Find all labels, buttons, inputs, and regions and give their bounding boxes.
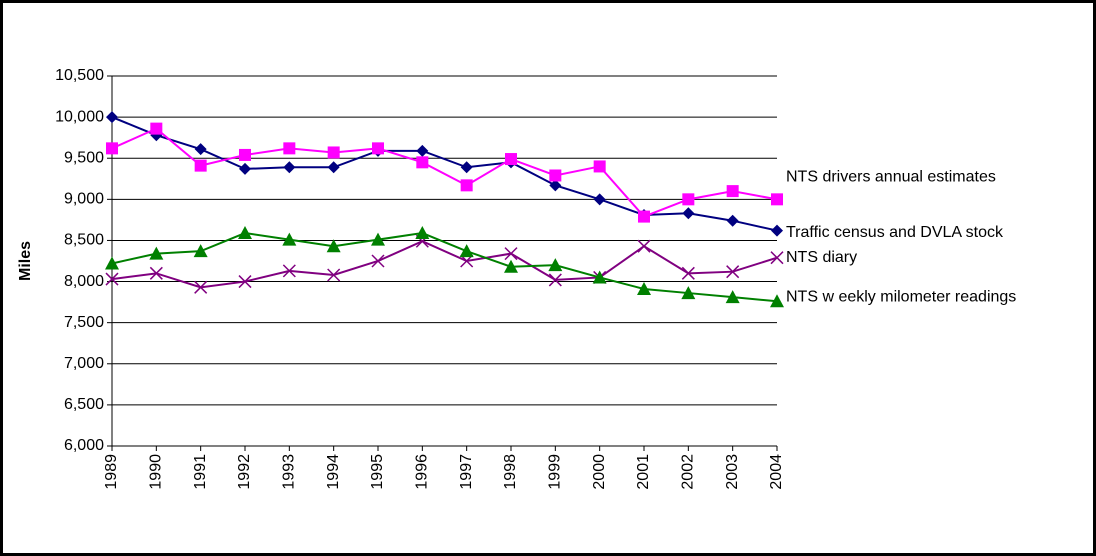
marker [238,226,252,240]
x-tick-label: 1999 [547,454,564,490]
marker [371,232,385,246]
marker [239,148,251,161]
marker [327,161,340,174]
marker [194,280,208,294]
x-tick-label: 1998 [502,454,519,490]
marker [681,266,695,280]
marker [238,275,252,289]
marker [681,286,696,300]
marker [549,169,562,182]
marker [194,143,207,156]
series-label: Traffic census and DVLA stock [786,224,1004,241]
marker [459,244,474,258]
x-tick-label: 2000 [591,454,608,490]
series-line [111,127,778,218]
marker [283,142,296,155]
marker [415,226,430,240]
marker [106,111,118,124]
marker [416,156,429,169]
x-tick-label: 2001 [635,454,652,490]
y-tick-label: 9,000 [64,191,104,208]
marker [637,281,651,295]
marker [282,264,296,278]
series-label: NTS w eekly milometer readings [786,289,1016,306]
x-tick-label: 1993 [281,454,298,490]
marker [726,214,739,227]
marker [105,272,119,286]
y-tick-label: 7,000 [64,355,104,372]
x-tick-label: 1997 [458,454,475,490]
x-tick-label: 2004 [768,454,785,490]
marker [593,160,606,173]
x-tick-label: 2003 [724,454,741,490]
marker [505,153,517,166]
marker [372,142,384,155]
marker [193,244,208,258]
marker [770,294,784,308]
y-tick-label: 8,000 [64,273,104,290]
x-tick-label: 1992 [236,454,253,490]
x-tick-label: 1994 [325,454,342,490]
marker [194,159,207,172]
marker [149,266,163,280]
series-line [111,232,778,303]
series-label: NTS drivers annual estimates [786,169,996,186]
marker [726,185,739,198]
marker [725,290,740,304]
marker [327,146,340,159]
marker [239,162,251,175]
marker [150,122,163,135]
marker [770,251,784,265]
marker [371,254,385,268]
marker [326,239,341,253]
x-tick-label: 1990 [148,454,165,490]
marker [327,268,341,282]
marker [593,193,606,206]
y-tick-label: 9,500 [64,149,104,166]
marker [105,256,119,270]
marker [771,224,783,237]
y-axis-label: Miles [17,241,34,281]
y-tick-label: 8,500 [64,232,104,249]
marker [548,273,562,287]
x-tick-label: 1996 [414,454,431,490]
y-tick-label: 6,000 [64,437,104,454]
marker [504,259,518,273]
marker [504,247,518,261]
y-tick-label: 10,500 [55,67,104,84]
marker [592,270,607,284]
series-line [111,116,778,232]
marker [682,193,695,206]
marker [460,161,473,174]
marker [549,179,562,192]
marker [548,258,563,272]
marker [771,193,783,206]
series-label: NTS diary [786,249,857,266]
y-tick-label: 7,500 [64,314,104,331]
series-line [111,240,778,289]
marker [282,232,297,246]
marker [726,265,740,279]
marker [149,246,164,260]
x-tick-label: 1991 [192,454,209,490]
x-tick-label: 2002 [680,454,697,490]
marker [638,210,650,223]
x-tick-label: 1995 [369,454,386,490]
y-tick-label: 10,000 [55,108,104,125]
marker [283,161,296,174]
marker [460,179,473,192]
marker [106,142,118,155]
marker [682,207,695,220]
marker [637,239,651,253]
marker [416,144,429,157]
x-tick-label: 1989 [103,454,120,490]
y-tick-label: 6,500 [64,396,104,413]
